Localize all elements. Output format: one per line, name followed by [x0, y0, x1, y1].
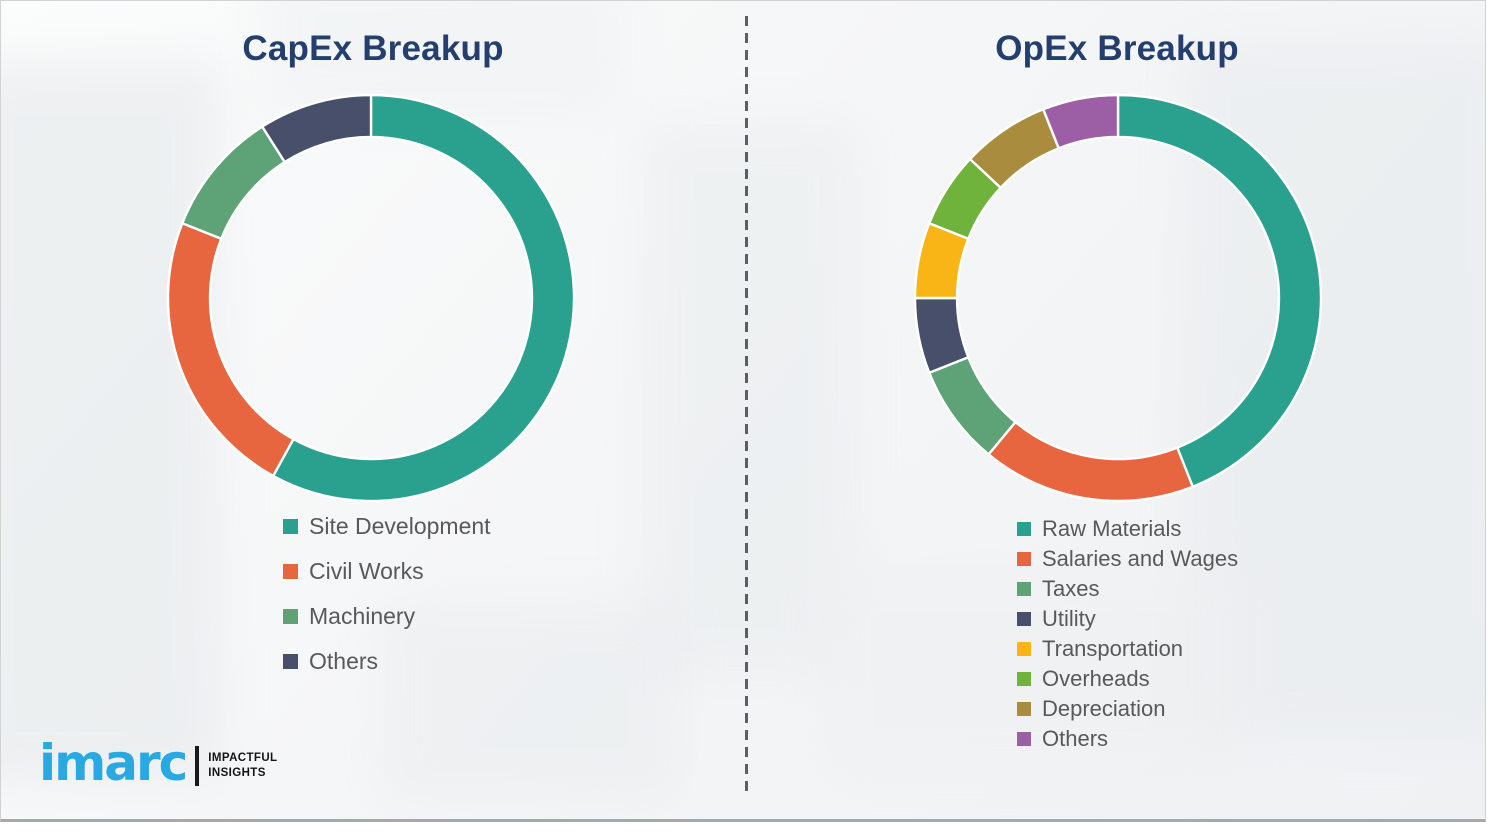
- capex-legend: Site Development Civil Works Machinery Othe…: [283, 513, 491, 693]
- legend-swatch-transportation: [1017, 642, 1031, 656]
- legend-item-taxes: Taxes: [1017, 577, 1238, 601]
- legend-swatch-taxes: [1017, 582, 1031, 596]
- logo-divider-bar: [195, 746, 200, 786]
- legend-item-depreciation: Depreciation: [1017, 697, 1238, 721]
- legend-swatch-civil-works: [283, 563, 298, 579]
- legend-label: Machinery: [309, 603, 416, 629]
- tagline-line-2: INSIGHTS: [208, 767, 266, 779]
- legend-swatch-overheads: [1017, 672, 1031, 686]
- donut-segment-machinery: [181, 125, 286, 240]
- opex-chart-title: OpEx Breakup: [995, 29, 1239, 68]
- legend-item-site-development: Site Development: [283, 513, 491, 539]
- legend-label: Site Development: [309, 513, 491, 539]
- legend-swatch-utility: [1017, 612, 1031, 626]
- legend-swatch-depreciation: [1017, 702, 1031, 716]
- imarc-logo: imarc IMPACTFUL INSIGHTS: [39, 735, 277, 791]
- legend-label: Taxes: [1042, 576, 1100, 601]
- legend-label: Others: [1042, 726, 1109, 751]
- legend-swatch-machinery: [283, 608, 298, 624]
- legend-label: Others: [309, 648, 379, 674]
- legend-label: Raw Materials: [1042, 516, 1182, 541]
- legend-item-civil-works: Civil Works: [283, 558, 491, 584]
- donut-segment-civil-works: [166, 222, 295, 478]
- imarc-logo-tagline: IMPACTFUL INSIGHTS: [208, 751, 277, 781]
- donut-segment-others: [1042, 93, 1120, 150]
- dashed-divider-line: [745, 16, 748, 791]
- legend-item-transportation: Transportation: [1017, 637, 1238, 661]
- capex-chart-title: CapEx Breakup: [242, 29, 504, 68]
- legend-label: Depreciation: [1042, 696, 1166, 721]
- legend-label: Transportation: [1042, 636, 1184, 661]
- opex-donut-chart: [913, 93, 1323, 503]
- legend-item-utility: Utility: [1017, 607, 1238, 631]
- donut-segment-salaries-and-wages: [987, 420, 1194, 503]
- legend-swatch-raw-materials: [1017, 522, 1031, 536]
- legend-swatch-others: [283, 653, 298, 669]
- donut-segment-site-development: [272, 93, 576, 503]
- background-texture: [821, 561, 1241, 781]
- legend-swatch-others: [1017, 732, 1031, 746]
- legend-label: Civil Works: [309, 558, 424, 584]
- donut-segment-utility: [913, 296, 970, 374]
- imarc-logo-wordmark: imarc: [39, 734, 188, 792]
- legend-swatch-site-development: [283, 518, 298, 534]
- opex-legend: Raw Materials Salaries and Wages Taxes Util…: [1017, 517, 1238, 757]
- tagline-line-1: IMPACTFUL: [208, 752, 278, 765]
- legend-item-salaries-and-wages: Salaries and Wages: [1017, 547, 1238, 571]
- donut-segment-raw-materials: [1116, 93, 1323, 488]
- legend-item-others: Others: [1017, 727, 1238, 751]
- legend-label: Utility: [1042, 606, 1096, 631]
- capex-donut-chart: [166, 93, 576, 503]
- legend-item-raw-materials: Raw Materials: [1017, 517, 1238, 541]
- donut-segment-others: [261, 93, 373, 164]
- legend-label: Overheads: [1042, 666, 1150, 691]
- background-texture: [1, 61, 221, 781]
- legend-swatch-salaries-and-wages: [1017, 552, 1031, 566]
- legend-item-others: Others: [283, 648, 491, 674]
- legend-item-overheads: Overheads: [1017, 667, 1238, 691]
- background-texture: [381, 601, 681, 801]
- legend-label: Salaries and Wages: [1042, 546, 1239, 571]
- legend-item-machinery: Machinery: [283, 603, 491, 629]
